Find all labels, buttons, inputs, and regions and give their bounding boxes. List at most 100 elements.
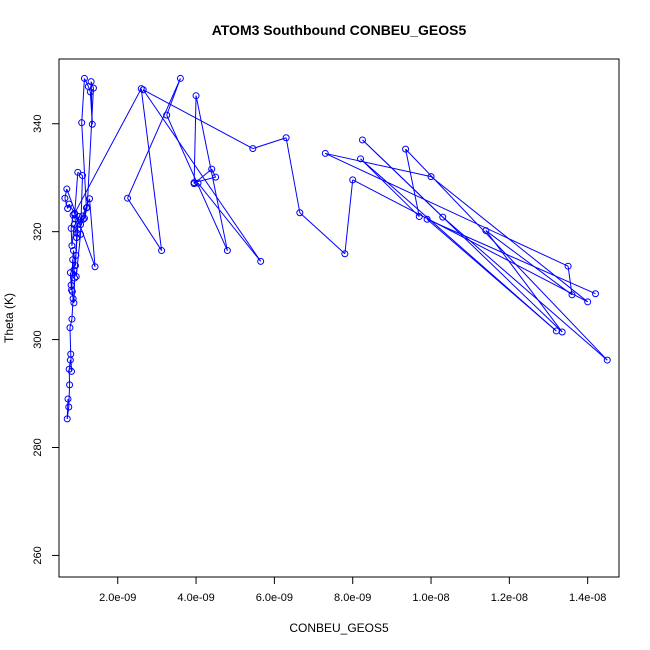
data-point <box>158 247 166 255</box>
series-segment <box>84 78 89 87</box>
data-point <box>70 299 78 307</box>
series-segment <box>127 197 163 251</box>
data-point <box>223 247 231 255</box>
data-point <box>439 213 447 221</box>
data-point <box>584 298 592 306</box>
y-axis: 260 280 300 320 340 <box>32 115 60 565</box>
data-point <box>72 272 80 280</box>
series-segment <box>252 137 287 150</box>
data-point <box>87 78 95 86</box>
y-tick-label: 340 <box>32 115 44 133</box>
data-point <box>282 134 290 142</box>
data-point <box>67 350 75 358</box>
x-tick-label: 1.0e-08 <box>412 592 449 604</box>
series-segment <box>74 88 142 214</box>
data-point <box>77 230 85 238</box>
series-segment <box>89 198 96 267</box>
series-segment <box>325 152 569 267</box>
data-point <box>83 203 91 211</box>
series-segment <box>567 266 573 295</box>
data-point <box>341 250 349 258</box>
data-point <box>321 149 329 157</box>
data-point <box>192 92 200 100</box>
data-point <box>423 215 431 223</box>
series-segment <box>67 203 70 209</box>
data-point <box>190 179 198 187</box>
series-segment <box>360 158 420 217</box>
data-point <box>67 224 75 232</box>
series-segment <box>362 139 444 218</box>
data-point <box>64 204 72 212</box>
data-point <box>70 266 78 274</box>
data-point <box>91 263 99 271</box>
series-segment <box>299 212 346 255</box>
data-point <box>68 315 76 323</box>
data-point <box>427 173 435 181</box>
data-point <box>212 173 220 181</box>
series-segment <box>166 78 181 116</box>
data-point <box>64 395 72 403</box>
data-point <box>78 172 86 180</box>
data-point <box>415 213 423 221</box>
data-point <box>72 251 80 259</box>
data-point <box>296 209 304 217</box>
data-point <box>65 365 73 373</box>
y-tick-label: 300 <box>32 330 44 348</box>
data-point <box>71 274 79 282</box>
data-point <box>568 291 576 299</box>
data-point <box>552 327 560 335</box>
y-axis-label: Theta (K) <box>2 293 16 343</box>
chart-title: ATOM3 Southbound CONBEU_GEOS5 <box>212 22 467 38</box>
series-segment <box>81 78 85 123</box>
series-segment <box>344 179 354 254</box>
data-point <box>402 145 410 153</box>
y-tick-label: 260 <box>32 546 44 564</box>
y-tick-label: 280 <box>32 438 44 456</box>
data-point <box>176 74 184 82</box>
data-point <box>78 119 86 127</box>
data-point <box>69 295 77 303</box>
data-point <box>603 356 611 364</box>
data-point <box>79 215 87 223</box>
series-segment <box>64 188 68 199</box>
series-segment <box>66 406 70 419</box>
series-segment <box>285 137 301 213</box>
series-segment <box>69 327 72 355</box>
data-point <box>564 262 572 270</box>
data-point <box>257 257 265 265</box>
series-segment <box>426 218 557 332</box>
data-point <box>88 120 96 128</box>
data-point <box>89 84 97 92</box>
series-layer <box>61 74 611 423</box>
data-point <box>71 262 79 270</box>
data-point <box>68 242 76 250</box>
data-point <box>139 86 147 94</box>
x-tick-label: 8.0e-09 <box>334 592 371 604</box>
series-segment <box>86 88 94 208</box>
x-tick-label: 6.0e-09 <box>256 592 293 604</box>
data-point <box>194 179 202 187</box>
series-segment <box>426 218 596 295</box>
data-point <box>68 367 76 375</box>
series-segment <box>142 89 262 262</box>
series-segment <box>485 230 573 296</box>
data-point <box>61 194 69 202</box>
series-segment <box>127 78 181 199</box>
x-tick-label: 1.4e-08 <box>569 592 606 604</box>
data-point <box>86 195 94 203</box>
data-point <box>77 221 85 229</box>
data-point <box>358 136 366 144</box>
data-point <box>63 415 71 423</box>
data-point <box>71 215 79 223</box>
series-segment <box>80 215 83 225</box>
series-segment <box>72 214 76 219</box>
series-segment <box>74 218 78 234</box>
series-segment <box>193 95 197 184</box>
series-segment <box>74 172 79 215</box>
x-tick-label: 1.2e-08 <box>491 592 528 604</box>
x-tick-label: 2.0e-09 <box>99 592 136 604</box>
series-segment <box>140 88 163 251</box>
x-tick-label: 4.0e-09 <box>177 592 214 604</box>
series-segment <box>405 149 420 217</box>
